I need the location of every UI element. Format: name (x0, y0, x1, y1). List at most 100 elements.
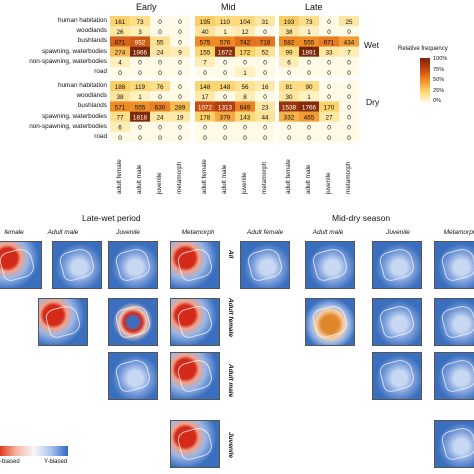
heatmap-cell-value: 27 (325, 115, 333, 122)
heatmap-cell-value: 195 (200, 19, 211, 26)
map-outline (245, 246, 284, 283)
map-tile (305, 241, 355, 289)
heatmap-cell (255, 132, 275, 143)
heatmap-cell-value: 25 (345, 19, 353, 26)
map-tile (434, 420, 474, 468)
heatmap-cell-value: 30 (285, 94, 293, 101)
column-label: adult male (305, 164, 312, 195)
heatmap-cell-value: 193 (284, 19, 295, 26)
heatmap-cell-value: 0 (327, 19, 331, 26)
map-column-label: Metamorph (181, 229, 215, 236)
heatmap-cell (299, 36, 319, 47)
heatmap-cell-value: 24 (156, 115, 164, 122)
heatmap-cell (130, 16, 150, 27)
heatmap-cell (110, 67, 130, 78)
map-outline (113, 303, 152, 340)
heatmap-cell-value: 434 (344, 39, 355, 46)
heatmap-cell (130, 36, 150, 47)
map-tile (372, 241, 422, 289)
heatmap-cell-value: 0 (243, 125, 247, 132)
heatmap-cell (195, 91, 215, 102)
map-column-label: Juvenile (116, 229, 140, 236)
heatmap-cell-value: 99 (285, 50, 293, 57)
heatmap-cell-value: 0 (287, 70, 291, 77)
heatmap-cell-value: 1 (243, 70, 247, 77)
map-outline (175, 246, 214, 283)
heatmap-cell (170, 91, 190, 102)
row-label: non-spawning, waterbodies (29, 57, 107, 65)
heatmap-cell (130, 91, 150, 102)
row-label: bushlands (77, 102, 107, 110)
section-title-late-wet: Late-wet period (82, 213, 141, 223)
heatmap-cell (235, 46, 255, 57)
heatmap-cell (215, 111, 235, 122)
heatmap-cell-value: 0 (158, 94, 162, 101)
map-outline (439, 303, 474, 340)
heatmap-cell (235, 67, 255, 78)
heatmap-cell (110, 111, 130, 122)
heatmap-cell (150, 36, 170, 47)
heatmap-cell (150, 26, 170, 37)
heatmap-cell-value: 0 (243, 135, 247, 142)
panel-title-late: Late (305, 2, 323, 12)
column-label: juvenile (241, 172, 248, 194)
heatmap-cell (150, 16, 170, 27)
heatmap-cell (215, 56, 235, 67)
heatmap-cell (235, 91, 255, 102)
heatmap-cell-value: 0 (203, 125, 207, 132)
heatmap-cell (299, 132, 319, 143)
map-tile (434, 241, 474, 289)
heatmap-cell-value: 23 (261, 104, 269, 111)
heatmap-cell (170, 81, 190, 92)
heatmap-cell-value: 0 (307, 70, 311, 77)
heatmap-cell-value: 170 (324, 104, 335, 111)
heatmap-cell (110, 16, 130, 27)
heatmap-cell (170, 101, 190, 112)
map-outline (439, 357, 474, 394)
heatmap-cell-value: 38 (116, 94, 124, 101)
heatmap-cell (299, 111, 319, 122)
heatmap-cell-value: 379 (220, 115, 231, 122)
heatmap-cell (235, 111, 255, 122)
heatmap-cell (299, 26, 319, 37)
heatmap-cell-value: 8 (243, 94, 247, 101)
heatmap-cell (299, 91, 319, 102)
heatmap-cell-value: 52 (261, 50, 269, 57)
heatmap-cell-value: 0 (178, 135, 182, 142)
map-outline (113, 246, 152, 283)
heatmap-cell (130, 111, 150, 122)
column-label: adult male (221, 164, 228, 195)
map-tile (0, 241, 42, 289)
heatmap-cell (195, 56, 215, 67)
heatmap-cell (110, 26, 130, 37)
heatmap-cell (235, 132, 255, 143)
map-tile (38, 298, 88, 346)
heatmap-cell (255, 91, 275, 102)
heatmap-cell (319, 46, 339, 57)
heatmap-cell-value: 1672 (218, 50, 233, 57)
map-tile (305, 298, 355, 346)
heatmap-cell-value: 33 (325, 50, 333, 57)
heatmap-cell-value: 1766 (302, 104, 317, 111)
heatmap-cell-value: 0 (178, 39, 182, 46)
heatmap-cell-value: 148 (220, 84, 231, 91)
heatmap-cell-value: 0 (138, 125, 142, 132)
heatmap-cell-value: 871 (115, 39, 126, 46)
heatmap-cell (195, 26, 215, 37)
map-tile (434, 298, 474, 346)
heatmap-cell (319, 36, 339, 47)
heatmap-cell (299, 81, 319, 92)
heatmap-cell (339, 101, 359, 112)
heatmap-cell (299, 16, 319, 27)
heatmap-cell (235, 36, 255, 47)
heatmap-cell (195, 101, 215, 112)
heatmap-cell (110, 121, 130, 132)
heatmap-cell (279, 91, 299, 102)
heatmap-cell-value: 0 (178, 125, 182, 132)
heatmap-cell (339, 121, 359, 132)
heatmap-cell (279, 56, 299, 67)
heatmap-cell (339, 132, 359, 143)
heatmap-cell (235, 26, 255, 37)
column-label: metamorph (261, 161, 268, 194)
heatmap-cell (150, 101, 170, 112)
